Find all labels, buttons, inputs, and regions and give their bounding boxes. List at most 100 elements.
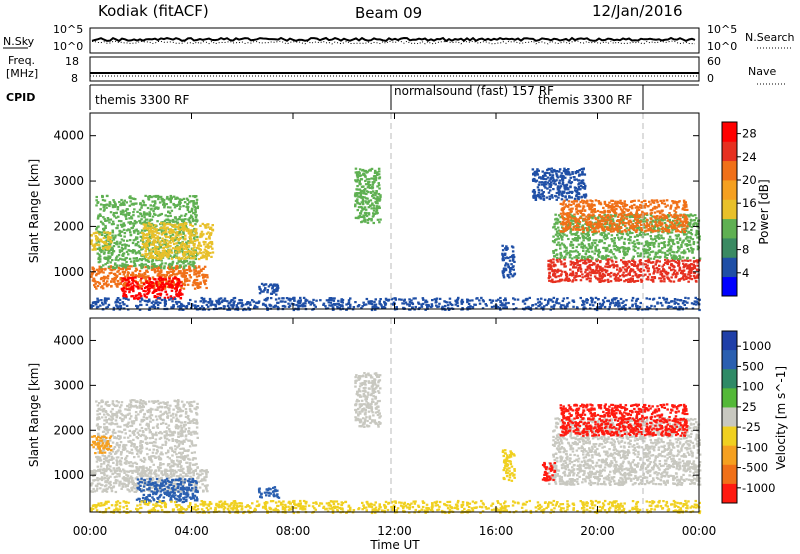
data-cell [159, 240, 163, 243]
data-cell [174, 266, 178, 269]
data-cell [547, 277, 551, 280]
data-cell [135, 228, 138, 231]
data-cell [195, 214, 198, 217]
data-cell [147, 275, 150, 278]
data-cell [574, 225, 578, 228]
data-cell [153, 248, 156, 251]
data-cell [150, 236, 154, 239]
data-cell [122, 254, 125, 257]
data-cell [611, 263, 614, 266]
data-cell [137, 298, 140, 301]
data-cell [560, 198, 564, 201]
data-cell [161, 237, 164, 240]
data-cell [129, 195, 132, 198]
data-cell [188, 195, 192, 198]
data-cell [661, 247, 664, 250]
data-cell [169, 244, 172, 248]
data-cell [556, 174, 559, 177]
data-cell [582, 205, 585, 208]
data-cell [695, 217, 698, 220]
data-cell [602, 229, 605, 232]
data-cell [186, 208, 190, 212]
data-cell [577, 179, 581, 182]
data-cell [133, 259, 136, 263]
data-cell [591, 242, 594, 245]
data-cell [583, 173, 587, 176]
data-cell [147, 244, 151, 247]
data-cell [157, 252, 161, 255]
data-cell [639, 270, 643, 273]
data-cell [164, 253, 168, 256]
data-cell [638, 261, 642, 264]
data-cell [632, 255, 635, 258]
data-cell [140, 248, 143, 251]
data-cell [152, 256, 155, 259]
data-cell [614, 212, 618, 215]
data-cell [576, 171, 580, 174]
data-cell [125, 268, 128, 271]
data-cell [121, 223, 125, 226]
data-cell [122, 252, 126, 255]
data-cell [315, 299, 318, 302]
data-cell [176, 231, 179, 234]
data-cell [619, 278, 623, 282]
data-cell [604, 218, 607, 221]
data-cell [179, 264, 182, 267]
data-cell [650, 276, 654, 279]
data-cell [502, 258, 505, 262]
data-cell [652, 265, 655, 268]
data-cell [209, 233, 212, 236]
data-cell [148, 242, 151, 245]
data-cell [675, 227, 678, 230]
data-cell [189, 276, 192, 279]
data-cell [93, 280, 97, 283]
data-cell [175, 242, 178, 245]
data-cell [130, 286, 133, 289]
data-cell [95, 274, 98, 277]
data-cell [364, 175, 367, 178]
data-cell [575, 245, 579, 249]
data-cell [115, 227, 118, 230]
data-cell [102, 276, 105, 279]
data-cell [138, 293, 142, 296]
data-cell [191, 220, 195, 223]
data-cell [142, 211, 146, 214]
data-cell [647, 224, 651, 228]
data-cell [189, 263, 192, 266]
data-cell [162, 203, 165, 206]
data-cell [153, 263, 156, 266]
data-cell [581, 273, 584, 276]
data-cell [182, 273, 186, 276]
data-cell [512, 268, 515, 271]
data-cell [117, 219, 121, 223]
data-cell [142, 233, 146, 236]
data-cell [693, 277, 697, 280]
data-cell [175, 265, 178, 268]
data-cell [179, 201, 182, 204]
data-cell [555, 230, 559, 233]
data-cell [553, 168, 556, 172]
data-cell [182, 205, 185, 208]
data-cell [152, 236, 155, 239]
data-cell [143, 257, 147, 260]
data-cell [531, 168, 535, 171]
data-cell [504, 252, 507, 255]
data-cell [600, 239, 604, 242]
data-cell [163, 273, 166, 277]
data-cell [660, 222, 663, 226]
data-cell [195, 232, 198, 235]
data-cell [594, 216, 597, 220]
data-cell [591, 204, 594, 207]
data-cell [670, 221, 673, 224]
cpid-label: CPID [6, 91, 35, 104]
data-cell [128, 265, 131, 268]
data-cell [572, 202, 575, 205]
data-cell [319, 299, 322, 302]
data-cell [208, 242, 211, 245]
data-cell [607, 232, 610, 235]
data-cell [582, 218, 586, 222]
data-cell [166, 226, 169, 229]
data-cell [637, 255, 640, 258]
data-cell [122, 273, 126, 276]
data-cell [184, 276, 187, 279]
